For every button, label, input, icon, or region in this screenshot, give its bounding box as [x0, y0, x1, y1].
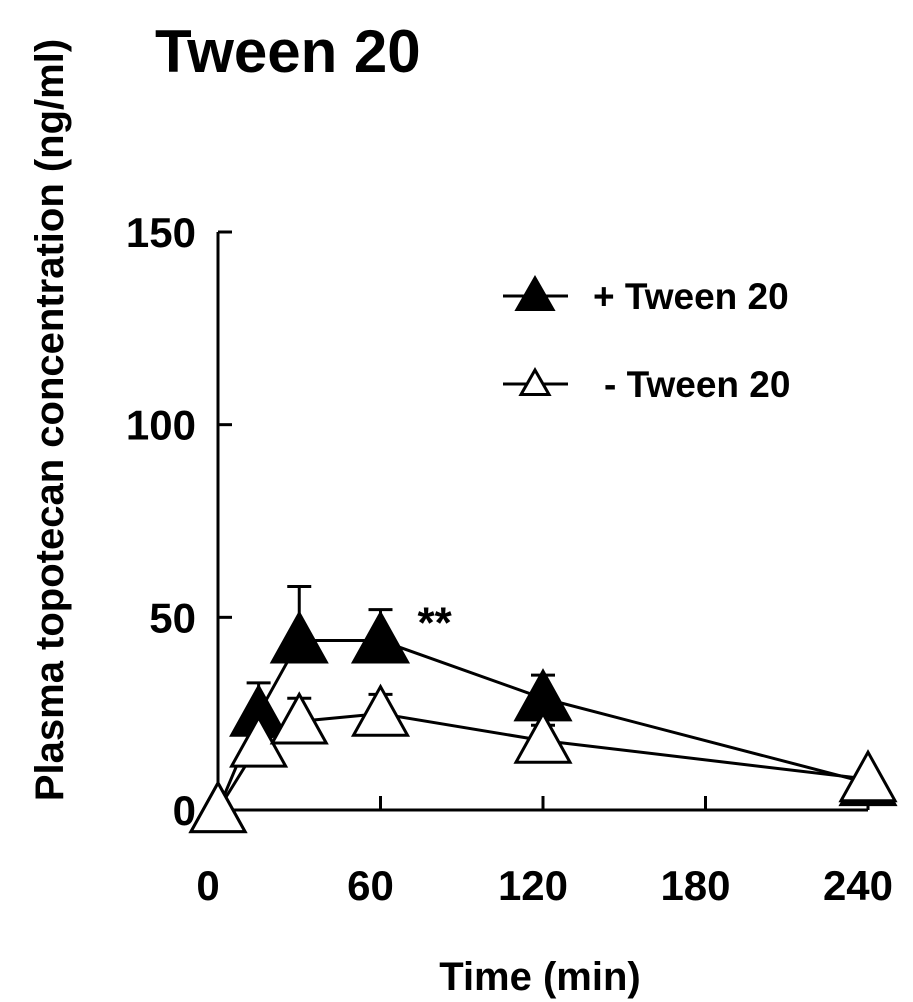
plus-tween-data-point: [269, 610, 329, 664]
y-tick-label: 0: [173, 787, 196, 834]
legend-marker-plus-tween: [514, 274, 556, 311]
minus-tween-data-point: [838, 749, 898, 803]
minus-tween-data-point: [188, 779, 248, 834]
minus-tween-data-point: [513, 710, 573, 764]
legend-label-plus-tween: + Tween 20: [593, 276, 789, 317]
y-tick-label: 50: [149, 594, 196, 641]
x-tick-label: 0: [196, 862, 219, 909]
legend: + Tween 20 - Tween 20: [503, 274, 790, 405]
significance-annotation: **: [418, 599, 453, 648]
chart-title: Tween 20: [155, 18, 421, 85]
x-axis-label: Time (min): [439, 955, 641, 999]
y-tick-label: 150: [126, 209, 196, 256]
plot-area: 0 50 100 150 0 60 120 180 240 **: [126, 209, 898, 909]
x-tick-label: 180: [660, 862, 730, 909]
plus-tween-data-point: [350, 610, 411, 664]
minus-tween-data-point: [269, 691, 329, 745]
x-tick-label: 120: [498, 862, 568, 909]
minus-tween-data-point: [350, 683, 411, 737]
x-tick-label: 240: [823, 862, 893, 909]
y-axis-label: Plasma topotecan concentration (ng/ml): [28, 39, 72, 801]
y-tick-label: 100: [126, 402, 196, 449]
legend-label-minus-tween: - Tween 20: [604, 364, 790, 405]
x-tick-label: 60: [347, 862, 394, 909]
legend-marker-minus-tween: [518, 366, 552, 396]
